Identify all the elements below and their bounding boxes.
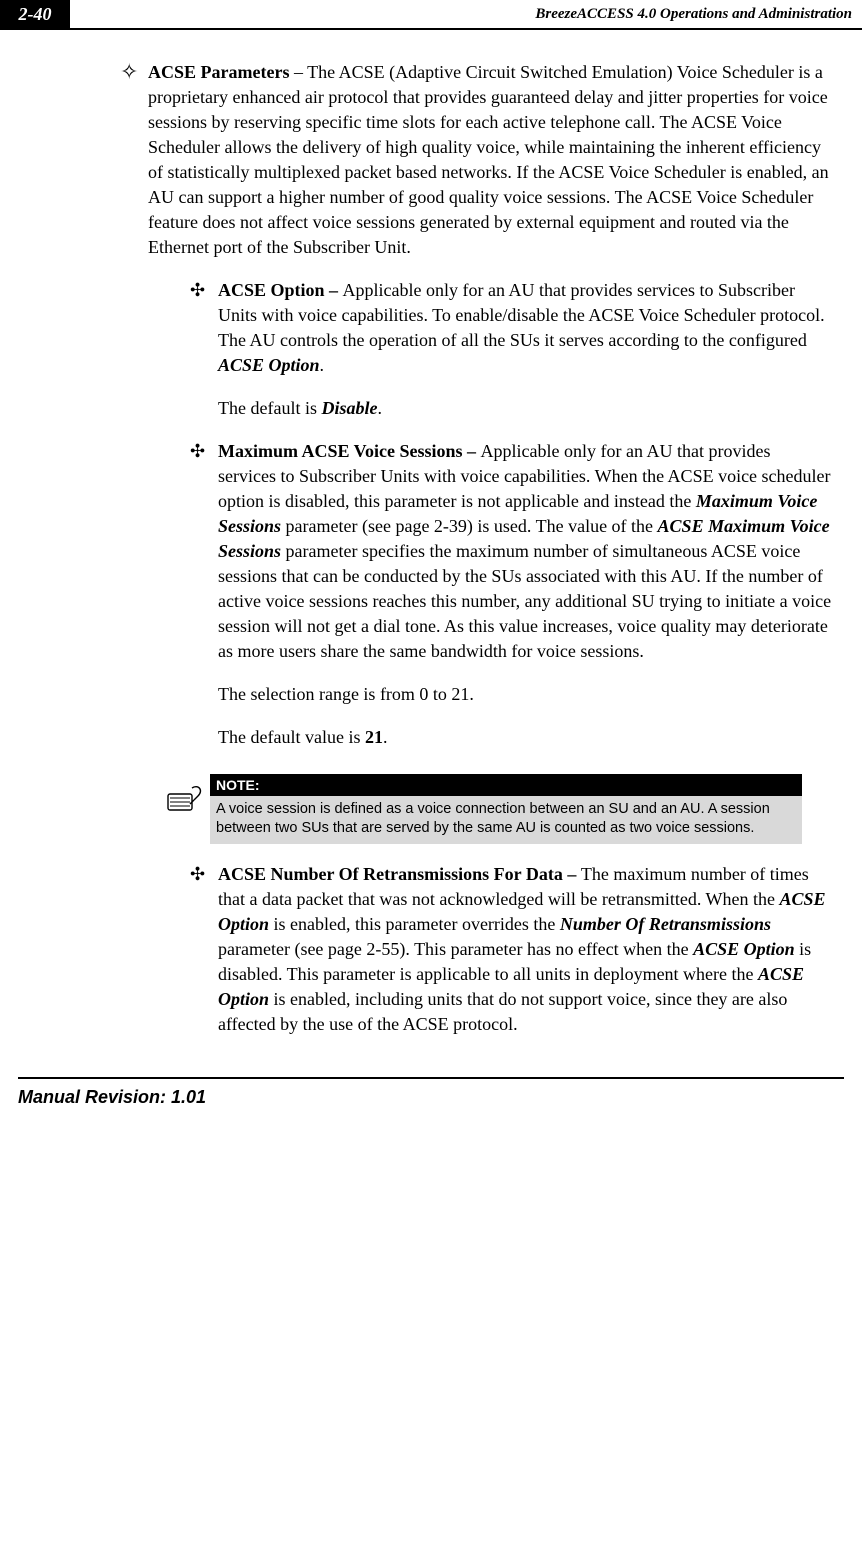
max-acse-text: Maximum ACSE Voice Sessions – Applicable… [218,439,832,664]
acse-parameters-lead: ACSE Parameters [148,62,289,82]
cross-bullet-icon: ✣ [190,862,218,1037]
acse-retrans-emph3: ACSE Option [693,939,795,959]
page: 2-40 BreezeACCESS 4.0 Operations and Adm… [0,0,862,1148]
acse-option-rest2: . [320,355,325,375]
acse-retrans-rest3: parameter (see page 2-55). This paramete… [218,939,693,959]
note-body: NOTE: A voice session is defined as a vo… [210,774,802,844]
max-acse-default-pre: The default value is [218,727,365,747]
acse-option-lead: ACSE Option – [218,280,343,300]
content-area: ✧ ACSE Parameters – The ACSE (Adaptive C… [0,30,862,1037]
acse-retrans-text: ACSE Number Of Retransmissions For Data … [218,862,832,1037]
max-acse-range: The selection range is from 0 to 21. [218,682,832,707]
acse-parameters-text: ACSE Parameters – The ACSE (Adaptive Cir… [148,60,832,260]
acse-option-default-pre: The default is [218,398,321,418]
cross-bullet-icon: ✣ [190,278,218,378]
max-acse-default: The default value is 21. [218,725,832,750]
star-bullet-icon: ✧ [120,60,148,260]
header-title: BreezeACCESS 4.0 Operations and Administ… [70,0,862,28]
max-acse-lead: Maximum ACSE Voice Sessions – [218,441,481,461]
note-hand-icon [160,774,210,824]
acse-option-text: ACSE Option – Applicable only for an AU … [218,278,832,378]
acse-parameters-item: ✧ ACSE Parameters – The ACSE (Adaptive C… [120,60,832,260]
max-acse-rest2: parameter (see page 2-39) is used. The v… [281,516,658,536]
max-acse-default-post: . [383,727,388,747]
footer-revision: Manual Revision: 1.01 [18,1087,844,1108]
acse-option-item: ✣ ACSE Option – Applicable only for an A… [190,278,832,378]
page-footer: Manual Revision: 1.01 [18,1077,844,1108]
note-content: A voice session is defined as a voice co… [210,796,802,844]
cross-bullet-icon: ✣ [190,439,218,664]
page-number: 2-40 [19,4,52,25]
max-acse-default-val: 21 [365,727,383,747]
max-acse-rest3: parameter specifies the maximum number o… [218,541,831,661]
acse-retrans-item: ✣ ACSE Number Of Retransmissions For Dat… [190,862,832,1037]
note-block: NOTE: A voice session is defined as a vo… [160,774,802,844]
header-title-text: BreezeACCESS 4.0 Operations and Administ… [535,6,852,23]
acse-parameters-rest: – The ACSE (Adaptive Circuit Switched Em… [148,62,829,257]
acse-option-default-post: . [377,398,382,418]
acse-option-default: The default is Disable. [218,396,832,421]
note-header: NOTE: [210,774,802,796]
acse-retrans-rest5: is enabled, including units that do not … [218,989,787,1034]
page-header: 2-40 BreezeACCESS 4.0 Operations and Adm… [0,0,862,30]
page-number-box: 2-40 [0,0,70,28]
acse-option-emph: ACSE Option [218,355,320,375]
max-acse-item: ✣ Maximum ACSE Voice Sessions – Applicab… [190,439,832,664]
acse-retrans-lead: ACSE Number Of Retransmissions For Data … [218,864,581,884]
acse-option-default-val: Disable [321,398,377,418]
acse-retrans-rest2: is enabled, this parameter overrides the [269,914,560,934]
acse-retrans-emph2: Number Of Retransmissions [560,914,771,934]
